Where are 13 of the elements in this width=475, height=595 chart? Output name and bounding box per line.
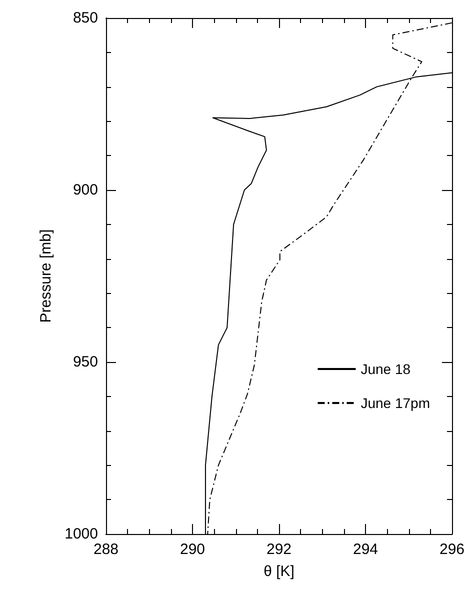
y-tick-label: 950 <box>72 354 98 370</box>
y-tick-label: 1000 <box>64 526 98 542</box>
y-tick-label: 850 <box>72 10 98 26</box>
y-axis-title: Pressure [mb] <box>38 229 55 323</box>
x-axis-title: θ [K] <box>264 563 294 580</box>
legend-label: June 18 <box>360 361 411 377</box>
x-tick-label: 290 <box>180 541 206 558</box>
x-tick-label: 292 <box>266 541 292 558</box>
legend-label: June 17pm <box>360 395 430 411</box>
x-tick-label: 288 <box>93 541 119 558</box>
y-tick-label: 900 <box>72 182 98 198</box>
x-tick-label: 296 <box>439 541 465 558</box>
x-tick-label: 294 <box>352 541 378 558</box>
